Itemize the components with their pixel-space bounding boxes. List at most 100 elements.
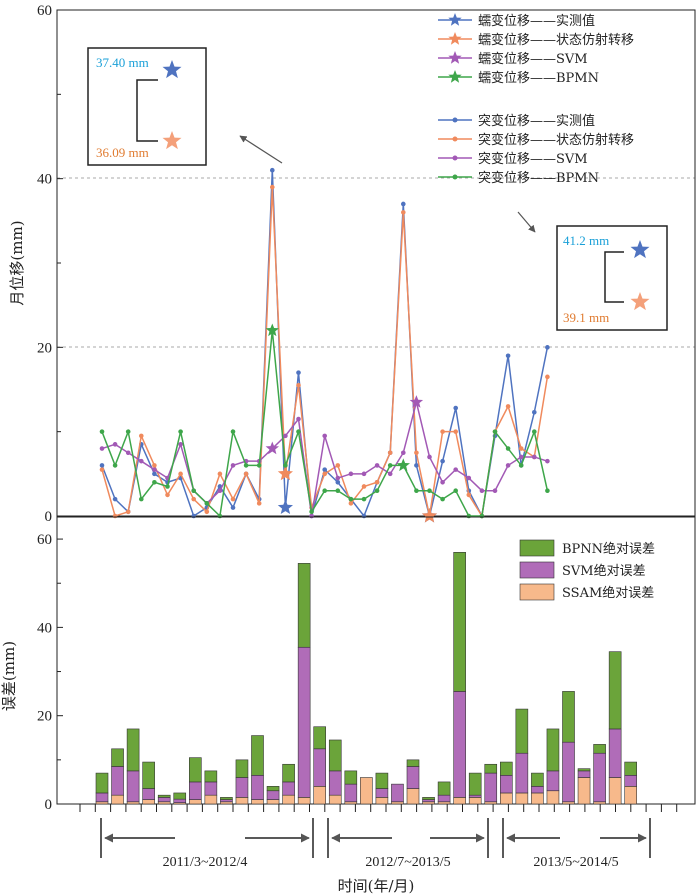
data-point [387,471,393,477]
callout-2-measured: 41.2 mm [563,233,609,248]
top-y-tick-label: 0 [45,509,53,525]
bar-segment-0 [313,786,327,805]
data-point [283,463,288,468]
bar-segment-2 [282,763,295,783]
top-y-axis-title: 月位移(mm) [8,220,26,305]
data-point [243,471,249,477]
data-point [125,429,131,434]
bar-segment-1 [235,777,249,798]
bar-segment-0 [111,794,124,805]
bar-segment-2 [453,552,466,692]
error-chart: 0 20 40 60 误差(mm) BPNN绝对误差 SVM绝对误差 SSAM绝对误差 2… [0,516,696,895]
bar-segment-1 [313,748,327,787]
bar-segment-1 [266,790,280,800]
bar-segment-0 [453,797,466,805]
bottom-y-axis: 0 20 40 60 [37,532,63,813]
data-point [348,501,354,506]
bar-segment-2 [546,728,560,772]
bar-segment-2 [468,772,482,796]
bar-segment-1 [577,770,591,778]
callout-2-bracket [604,251,624,303]
legend-label: SSAM绝对误差 [562,585,654,601]
bottom-y-tick-label: 20 [37,709,52,725]
bar-segment-2 [126,728,140,772]
data-point [361,484,367,489]
data-point [401,450,406,456]
bar-segment-2 [344,770,358,785]
bar-segment-2 [531,772,544,787]
data-point [152,471,157,477]
data-point [112,463,118,468]
bar-segment-0 [344,801,358,805]
callout-2-predicted: 39.1 mm [563,310,609,325]
period-3-label: 2013/5~2014/5 [533,855,618,870]
data-point-star [396,458,410,472]
callout-1-measured: 37.40 mm [96,55,149,70]
bar-segment-0 [608,777,622,805]
period-1-label: 2011/3~2012/4 [163,855,248,870]
bar-segment-0 [235,797,249,805]
bar-segment-0 [282,794,295,805]
bar-segment-2 [189,757,202,783]
bar-segment-1 [375,788,389,798]
callout-1-predicted: 36.09 mm [96,145,149,160]
legend-label: 突变位移——状态仿射转移 [478,132,634,148]
bar-segment-2 [251,735,264,776]
data-point [545,488,550,494]
bar-segment-1 [173,798,187,803]
bar-segment-1 [344,783,358,803]
top-y-tick-label: 60 [37,3,52,19]
data-point [505,353,511,359]
callout-1-stars [162,60,182,150]
data-point [532,454,537,460]
data-point [479,513,485,519]
data-point [270,184,275,190]
bar-segment-1 [297,646,311,798]
data-point [427,488,432,494]
data-point-star [421,508,438,523]
bar-segment-0 [204,794,218,805]
data-point [440,496,445,502]
data-point-star [265,323,279,337]
data-point [453,467,459,472]
data-point [178,429,183,434]
bar-segment-0 [546,790,560,805]
data-point [191,513,196,519]
data-point [230,496,236,502]
bar-segment-1 [437,794,451,803]
data-point [361,513,367,519]
bar-segment-2 [111,748,124,767]
error-bars [95,552,638,805]
bar-segment-0 [220,801,233,805]
data-point [335,488,341,494]
bar-segment-0 [251,799,264,805]
data-point [256,501,262,506]
data-point [414,463,419,468]
bar-segment-2 [608,651,622,730]
bar-segment-2 [499,761,513,776]
bar-segment-1 [406,766,420,789]
data-point [335,475,341,481]
legend-label: 蠕变位移——SVM [478,51,588,67]
bar-segment-1 [251,774,264,800]
series-line-2 [101,401,548,517]
bar-segment-0 [126,801,140,805]
data-point [466,475,472,481]
bar-segment-1 [515,752,529,794]
data-point [99,446,105,451]
legend-star-marker [448,51,462,64]
data-point [401,210,406,215]
data-point [296,370,301,375]
top-series-lines [99,167,550,523]
data-point [230,463,236,468]
data-point [518,446,524,451]
bar-segment-0 [515,792,529,805]
data-point [152,479,157,485]
bar-segment-1 [499,774,513,794]
bar-segment-0 [531,792,544,805]
series-line-1 [101,187,549,519]
data-point [322,467,328,472]
bar-segment-0 [375,797,389,805]
data-point [453,429,459,434]
